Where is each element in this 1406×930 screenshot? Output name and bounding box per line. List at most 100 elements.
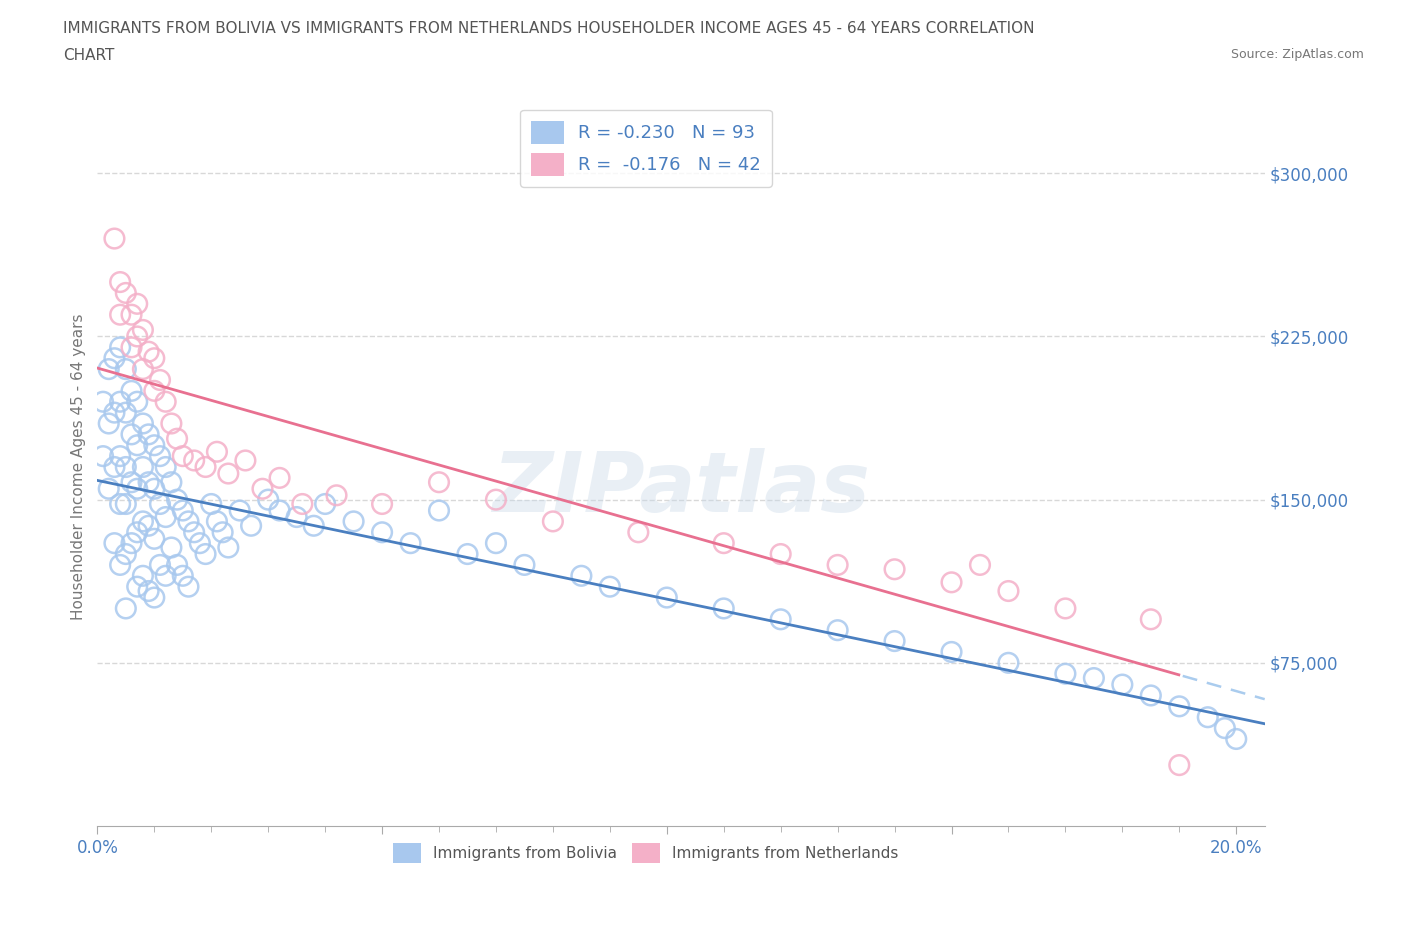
Point [114, 497, 136, 512]
Point [143, 482, 166, 497]
Point [121, 307, 143, 322]
Point [1213, 721, 1236, 736]
Point [205, 445, 228, 459]
Point [149, 373, 172, 388]
Point [177, 514, 200, 529]
Point [827, 557, 849, 572]
Point [127, 438, 149, 453]
Point [127, 394, 149, 409]
Point [177, 579, 200, 594]
Point [235, 453, 257, 468]
Point [314, 497, 336, 512]
Point [166, 557, 188, 572]
Point [713, 601, 735, 616]
Y-axis label: Householder Income Ages 45 - 64 years: Householder Income Ages 45 - 64 years [72, 313, 86, 620]
Point [103, 405, 125, 420]
Point [132, 323, 155, 338]
Text: IMMIGRANTS FROM BOLIVIA VS IMMIGRANTS FROM NETHERLANDS HOUSEHOLDER INCOME AGES 4: IMMIGRANTS FROM BOLIVIA VS IMMIGRANTS FR… [63, 21, 1035, 36]
Point [97, 416, 120, 431]
Point [127, 482, 149, 497]
Point [1168, 699, 1191, 714]
Point [155, 459, 177, 474]
Point [269, 471, 291, 485]
Point [427, 475, 450, 490]
Point [132, 514, 155, 529]
Point [513, 557, 536, 572]
Point [103, 459, 125, 474]
Point [941, 575, 963, 590]
Point [155, 510, 177, 525]
Point [166, 432, 188, 446]
Point [166, 492, 188, 507]
Point [205, 514, 228, 529]
Point [103, 536, 125, 551]
Point [200, 497, 222, 512]
Point [121, 339, 143, 354]
Point [132, 568, 155, 583]
Point [127, 297, 149, 312]
Point [108, 394, 131, 409]
Point [155, 568, 177, 583]
Point [97, 362, 120, 377]
Point [211, 525, 233, 539]
Point [138, 475, 160, 490]
Point [121, 475, 143, 490]
Point [91, 394, 114, 409]
Point [143, 351, 166, 365]
Point [143, 591, 166, 605]
Point [257, 492, 280, 507]
Point [138, 344, 160, 359]
Point [1083, 671, 1105, 685]
Point [240, 518, 263, 533]
Point [883, 562, 905, 577]
Point [121, 383, 143, 398]
Point [1140, 612, 1163, 627]
Point [160, 416, 183, 431]
Point [172, 448, 194, 463]
Point [1197, 710, 1219, 724]
Point [160, 540, 183, 555]
Point [114, 459, 136, 474]
Point [485, 536, 508, 551]
Point [108, 274, 131, 289]
Point [541, 514, 564, 529]
Point [997, 584, 1019, 599]
Point [188, 536, 211, 551]
Point [97, 482, 120, 497]
Point [138, 518, 160, 533]
Point [108, 448, 131, 463]
Point [114, 405, 136, 420]
Point [302, 518, 325, 533]
Point [427, 503, 450, 518]
Point [713, 536, 735, 551]
Point [143, 383, 166, 398]
Text: Source: ZipAtlas.com: Source: ZipAtlas.com [1230, 48, 1364, 61]
Point [108, 497, 131, 512]
Point [149, 448, 172, 463]
Point [342, 514, 364, 529]
Point [149, 497, 172, 512]
Point [108, 339, 131, 354]
Point [121, 536, 143, 551]
Point [132, 416, 155, 431]
Point [149, 557, 172, 572]
Point [143, 531, 166, 546]
Point [127, 579, 149, 594]
Point [132, 459, 155, 474]
Point [1111, 677, 1133, 692]
Point [252, 482, 274, 497]
Point [121, 427, 143, 442]
Point [108, 307, 131, 322]
Point [138, 584, 160, 599]
Point [138, 427, 160, 442]
Point [291, 497, 314, 512]
Point [143, 438, 166, 453]
Point [103, 351, 125, 365]
Point [217, 540, 239, 555]
Point [1054, 666, 1077, 681]
Point [285, 510, 308, 525]
Point [132, 362, 155, 377]
Point [997, 656, 1019, 671]
Point [183, 525, 205, 539]
Point [627, 525, 650, 539]
